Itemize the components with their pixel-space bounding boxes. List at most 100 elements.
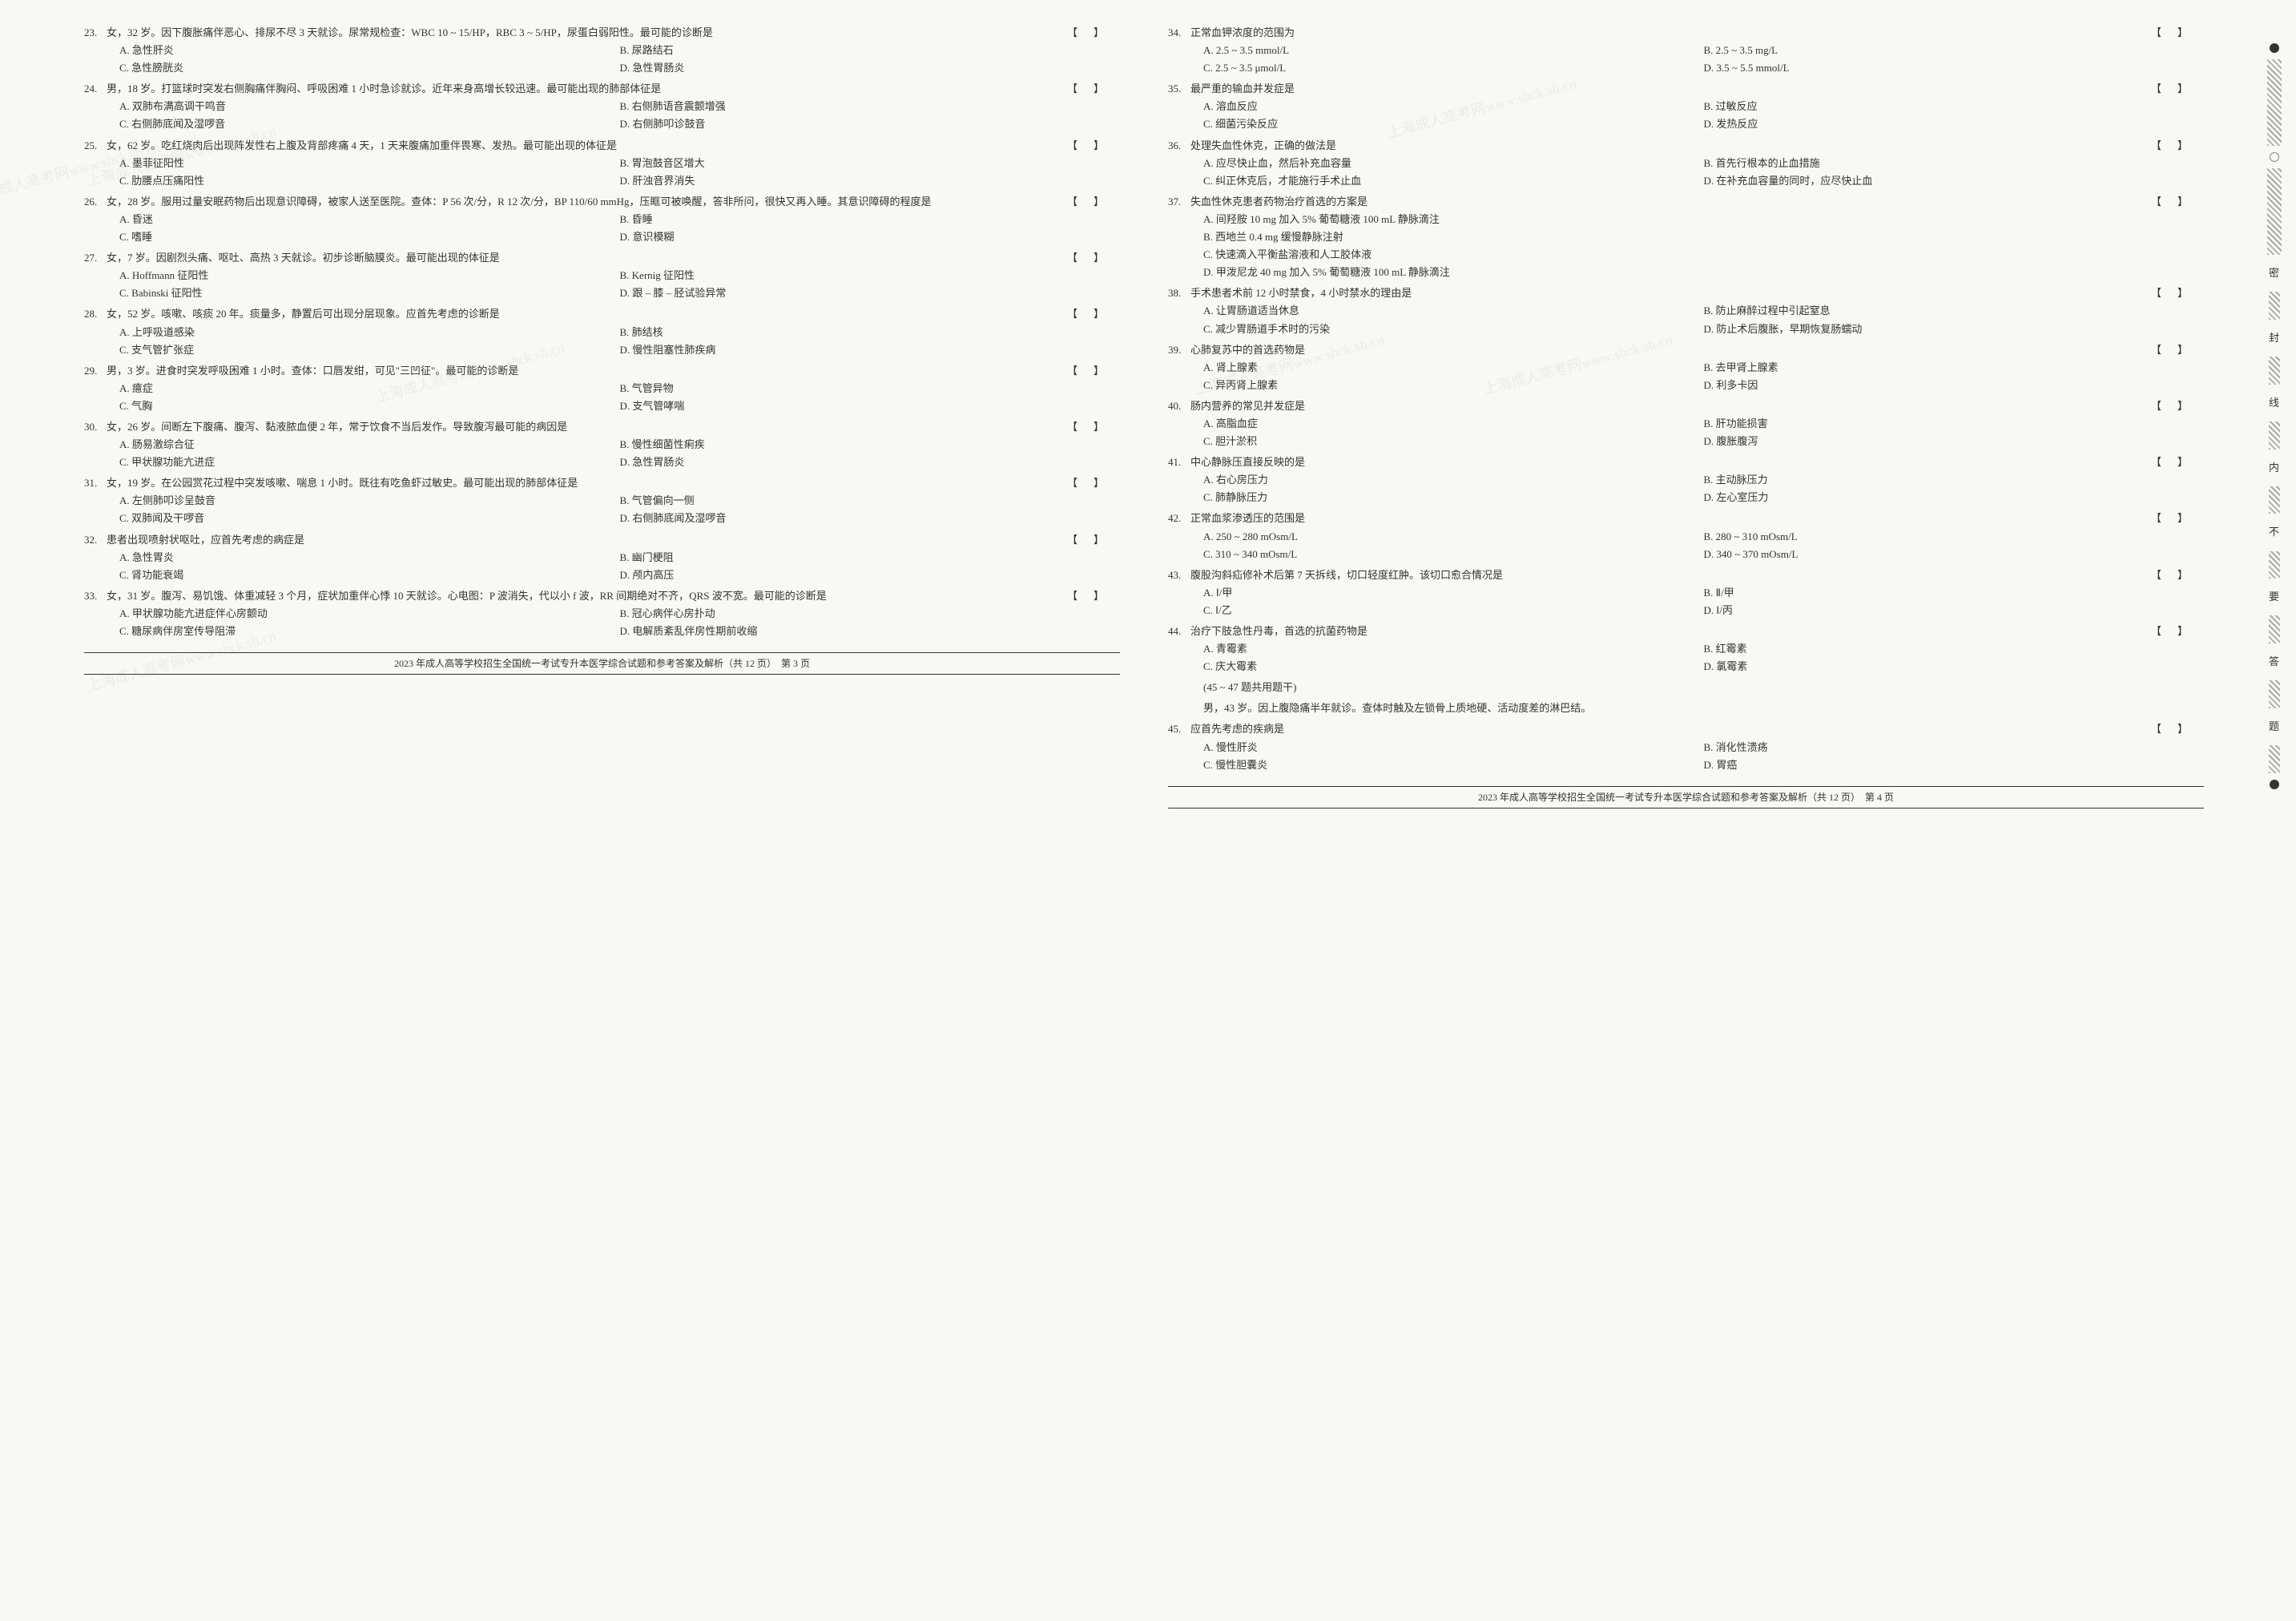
question-item: 27. 女，7 岁。因剧烈头痛、呕吐、高热 3 天就诊。初步诊断脑膜炎。最可能出… [84,249,1120,302]
question-option: D. 左心室压力 [1704,489,2205,506]
question-stem: 36. 处理失血性休克，正确的做法是 【】 [1168,137,2204,155]
question-option: C. Babinski 征阳性 [119,284,620,302]
hatch-pattern [2267,59,2282,146]
question-option: C. 右侧肺底闻及湿啰音 [119,115,620,133]
question-option: C. 双肺闻及干啰音 [119,510,620,527]
page-footer-left: 2023 年成人高等学校招生全国统一考试专升本医学综合试题和参考答案及解析（共 … [84,652,1120,675]
hatch-pattern [2269,680,2280,708]
questions-right: 34. 正常血钾浓度的范围为 【】 A. 2.5 ~ 3.5 mmol/L B. … [1168,24,2204,774]
question-item: 33. 女，31 岁。腹泻、易饥饿、体重减轻 3 个月，症状加重伴心悸 10 天… [84,587,1120,640]
question-item: 29. 男，3 岁。进食时突发呼吸困难 1 小时。查体：口唇发绀，可见"三凹征"… [84,362,1120,415]
question-stem: 43. 腹股沟斜疝修补术后第 7 天拆线，切口轻度红肿。该切口愈合情况是 【】 [1168,567,2204,584]
question-option: A. 急性胃炎 [119,549,620,567]
seal-char: 题 [2269,718,2279,736]
question-item: 45. 应首先考虑的疾病是 【】 A. 慢性肝炎B. 消化性溃疡C. 慢性胆囊炎… [1168,720,2204,773]
question-stem: 31. 女，19 岁。在公园赏花过程中突发咳嗽、喘息 1 小时。既往有吃鱼虾过敏… [84,474,1120,492]
question-text: 心肺复苏中的首选药物是 [1190,341,2143,359]
question-option: A. 急性肝炎 [119,42,620,59]
question-stem: 42. 正常血浆渗透压的范围是 【】 [1168,510,2204,527]
hatch-pattern [2269,421,2280,450]
question-option: B. 肝功能损害 [1704,415,2205,433]
question-item: 23. 女，32 岁。因下腹胀痛伴恶心、排尿不尽 3 天就诊。尿常规检查：WBC… [84,24,1120,77]
question-options: A. 肠易激综合征B. 慢性细菌性痢疾C. 甲状腺功能亢进症D. 急性胃肠炎 [84,436,1120,471]
question-number: 37. [1168,193,1190,211]
question-option: C. 肋腰点压痛阳性 [119,172,620,190]
question-option: D. 氯霉素 [1704,658,2205,675]
question-option: A. 2.5 ~ 3.5 mmol/L [1203,42,1704,59]
hatch-pattern [2269,357,2280,385]
question-option: A. 上呼吸道感染 [119,324,620,341]
answer-bracket: 【】 [2151,137,2204,155]
question-option: C. 嗜睡 [119,228,620,246]
question-text: 正常血浆渗透压的范围是 [1190,510,2143,527]
question-option: C. 支气管扩张症 [119,341,620,359]
question-option: B. 气管异物 [620,380,1121,397]
question-options: A. 急性肝炎B. 尿路结石C. 急性膀胱炎D. 急性胃肠炎 [84,42,1120,77]
question-option: D. 右侧肺底闻及湿啰音 [620,510,1121,527]
question-options: A. 急性胃炎B. 幽门梗阻C. 肾功能衰竭D. 颅内高压 [84,549,1120,584]
question-options: A. 肾上腺素B. 去甲肾上腺素C. 异丙肾上腺素D. 利多卡因 [1168,359,2204,394]
question-option: D. 腹胀腹泻 [1704,433,2205,450]
question-option: D. 意识模糊 [620,228,1121,246]
question-item: 24. 男，18 岁。打篮球时突发右侧胸痛伴胸闷、呼吸困难 1 小时急诊就诊。近… [84,80,1120,133]
right-margin-rail: 密封线内不要答题 [2260,16,2288,817]
answer-bracket: 【】 [1067,531,1120,549]
question-text: 女，7 岁。因剧烈头痛、呕吐、高热 3 天就诊。初步诊断脑膜炎。最可能出现的体征… [107,249,1059,267]
question-options: A. 双肺布满高调干鸣音B. 右侧肺语音震颤增强C. 右侧肺底闻及湿啰音D. 右… [84,98,1120,133]
question-option: D. 在补充血容量的同时，应尽快止血 [1704,172,2205,190]
question-text: 患者出现喷射状呕吐，应首先考虑的病症是 [107,531,1059,549]
seal-char: 要 [2269,588,2279,606]
answer-bracket: 【】 [2151,720,2204,738]
seal-char: 密 [2269,264,2279,282]
answer-bracket: 【】 [1067,24,1120,42]
question-text: 女，52 岁。咳嗽、咳痰 20 年。痰量多，静置后可出现分层现象。应首先考虑的诊… [107,305,1059,323]
question-option: A. 左侧肺叩诊呈鼓音 [119,492,620,510]
answer-bracket: 【】 [2151,24,2204,42]
question-option: D. 支气管哮喘 [620,397,1121,415]
answer-bracket: 【】 [1067,474,1120,492]
question-text: 腹股沟斜疝修补术后第 7 天拆线，切口轻度红肿。该切口愈合情况是 [1190,567,2143,584]
question-number: 24. [84,80,107,98]
question-number: 30. [84,418,107,436]
question-option: D. 340 ~ 370 mOsm/L [1704,546,2205,563]
question-stem: 44. 治疗下肢急性丹毒，首选的抗菌药物是 【】 [1168,623,2204,640]
question-option: C. 甲状腺功能亢进症 [119,454,620,471]
seal-char: 封 [2269,329,2279,347]
question-text: 正常血钾浓度的范围为 [1190,24,2143,42]
seal-char: 答 [2269,653,2279,671]
answer-bracket: 【】 [1067,80,1120,98]
seal-char: 线 [2269,394,2279,412]
answer-bracket: 【】 [2151,80,2204,98]
question-options: A. 间羟胺 10 mg 加入 5% 葡萄糖液 100 mL 静脉滴注B. 西地… [1168,211,2204,281]
shared-stem-text: 男，43 岁。因上腹隐痛半年就诊。查体时触及左锁骨上质地硬、活动度差的淋巴结。 [1168,700,2204,717]
question-option: C. 快速滴入平衡盐溶液和人工胶体液 [1203,246,2204,264]
question-options: A. Ⅰ/甲B. Ⅱ/甲C. Ⅰ/乙D. Ⅰ/丙 [1168,584,2204,619]
question-number: 35. [1168,80,1190,98]
question-option: C. 气胸 [119,397,620,415]
question-option: A. 癔症 [119,380,620,397]
question-stem: 30. 女，26 岁。间断左下腹痛、腹泻、黏液脓血便 2 年，常于饮食不当后发作… [84,418,1120,436]
question-stem: 29. 男，3 岁。进食时突发呼吸困难 1 小时。查体：口唇发绀，可见"三凹征"… [84,362,1120,380]
question-stem: 39. 心肺复苏中的首选药物是 【】 [1168,341,2204,359]
question-options: A. 慢性肝炎B. 消化性溃疡C. 慢性胆囊炎D. 胃癌 [1168,739,2204,774]
question-number: 34. [1168,24,1190,42]
question-number: 28. [84,305,107,323]
question-option: D. 肝浊音界消失 [620,172,1121,190]
question-option: A. 250 ~ 280 mOsm/L [1203,528,1704,546]
hatch-pattern [2269,486,2280,514]
shared-stem-label: (45 ~ 47 题共用题干) [1168,679,2204,696]
question-option: C. 肺静脉压力 [1203,489,1704,506]
question-number: 42. [1168,510,1190,527]
answer-bracket: 【】 [1067,249,1120,267]
hatch-pattern [2269,551,2280,579]
question-option: A. 高脂血症 [1203,415,1704,433]
question-text: 中心静脉压直接反映的是 [1190,454,2143,471]
hatch-pattern [2267,168,2282,255]
question-option: A. 让胃肠道适当休息 [1203,302,1704,320]
question-options: A. 甲状腺功能亢进症伴心房颤动B. 冠心病伴心房扑动C. 糖尿病伴房室传导阻滞… [84,605,1120,640]
question-item: 38. 手术患者术前 12 小时禁食，4 小时禁水的理由是 【】 A. 让胃肠道… [1168,284,2204,337]
question-option: D. 胃癌 [1704,756,2205,774]
answer-bracket: 【】 [1067,137,1120,155]
question-number: 31. [84,474,107,492]
question-text: 女，19 岁。在公园赏花过程中突发咳嗽、喘息 1 小时。既往有吃鱼虾过敏史。最可… [107,474,1059,492]
